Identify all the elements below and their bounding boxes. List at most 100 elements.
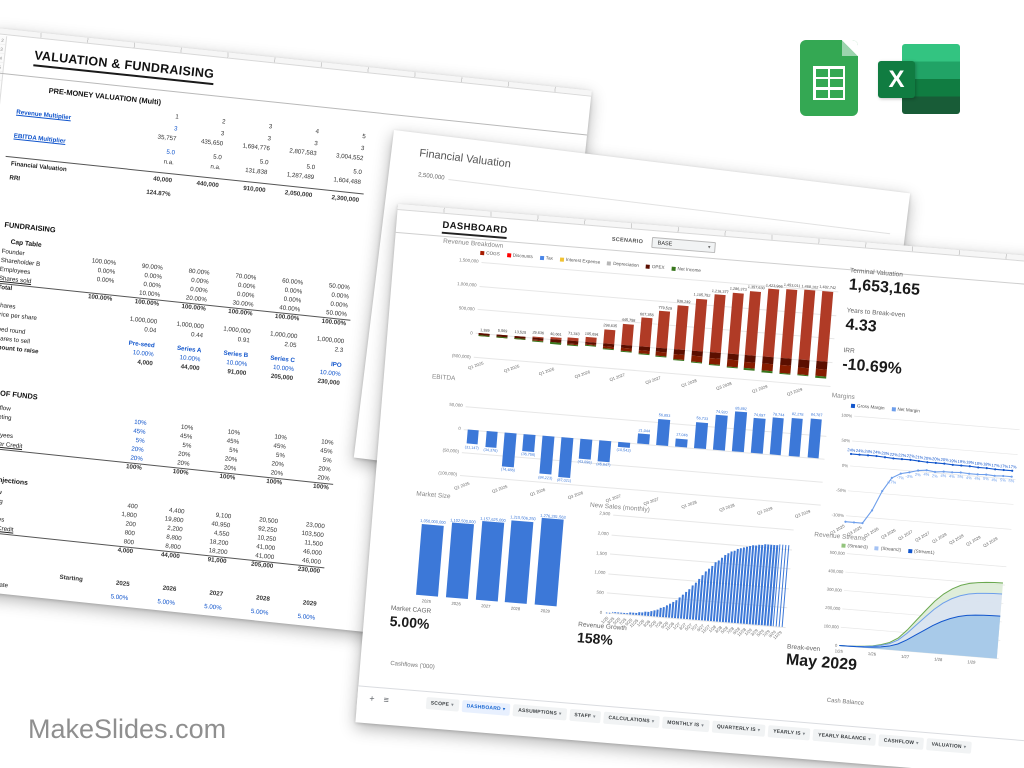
chevron-down-icon: ▾ (701, 722, 705, 728)
x-axis-label: Q1 2027 (604, 493, 622, 504)
y-tick-label: 2,000 (597, 530, 609, 537)
bar (779, 372, 791, 375)
add-sheet-icon[interactable]: + (368, 693, 376, 704)
bar-value-label: 21,044 (638, 427, 651, 433)
legend-item: Discounts (506, 252, 533, 259)
x-axis-label: Q1 2025 (453, 480, 471, 491)
bar (505, 519, 534, 604)
bar (549, 342, 561, 345)
chevron-down-icon: ▾ (592, 713, 596, 719)
kpi-break-even: Break-even May 2029 (785, 643, 858, 675)
legend-label: Gross Margin (856, 403, 885, 411)
bar (475, 521, 504, 602)
data-point (1002, 468, 1005, 472)
y-tick-label: 0 (458, 425, 462, 432)
row-label: Financial Valuation (10, 160, 67, 174)
tab-scope[interactable]: SCOPE ▾ (425, 696, 460, 712)
data-point (976, 473, 979, 476)
x-axis-label: 1/28 (934, 656, 943, 662)
y-tick-label: (500,000) (451, 352, 471, 359)
streams-svg: 500,000 400,000 300,000 200,000 100,000 01/25… (824, 550, 1007, 665)
x-axis-label: 2026 (451, 600, 461, 607)
legend-swatch (506, 252, 511, 257)
bar (675, 438, 688, 448)
gridline (850, 465, 1016, 480)
tab-label: STAFF (574, 712, 592, 720)
cell-value: 910,000 (242, 184, 266, 195)
data-point (925, 469, 928, 472)
chevron-down-icon: ▾ (757, 727, 761, 733)
data-point (861, 522, 864, 525)
x-axis-label: 2025 (421, 598, 432, 605)
bar (608, 612, 611, 613)
cell-value: 5.00% (250, 607, 269, 617)
legend-item: COGS (480, 250, 500, 256)
bar (539, 435, 555, 475)
bar (762, 289, 780, 358)
data-point (934, 470, 937, 474)
section-heading: USE OF FUNDS (0, 387, 39, 402)
bar (798, 289, 816, 361)
tab-assumptions[interactable]: ASSUMPTIONS ▾ (512, 704, 567, 721)
data-point (994, 468, 997, 471)
tab-calculations[interactable]: CALCULATIONS ▾ (602, 711, 660, 729)
data-point (1010, 475, 1013, 478)
legend-item: (Stream1) (908, 548, 935, 555)
bar (693, 421, 708, 449)
x-axis-label: 2029 (540, 608, 551, 614)
bar (673, 358, 685, 361)
page-title: DASHBOARD (441, 219, 509, 240)
gridline (847, 490, 1014, 505)
bar-value-label: 936,249 (676, 299, 691, 305)
chevron-down-icon: ▾ (963, 744, 967, 750)
bar (522, 433, 536, 452)
scenario-dropdown[interactable]: BASE ▾ (651, 236, 716, 254)
chevron-down-icon: ▾ (651, 718, 655, 724)
gridline (845, 515, 1012, 530)
data-point (899, 472, 902, 475)
data-point (960, 464, 963, 467)
tab-label: CALCULATIONS (608, 714, 651, 725)
y-tick-label: 400,000 (828, 568, 844, 574)
point-label: 5% (983, 476, 990, 481)
tab-label: YEARLY IS (772, 728, 801, 737)
watermark: MakeSlides.com (28, 714, 227, 744)
chart-plot: 500,000 400,000 300,000 200,000 100,000 0 1/25… (804, 547, 1011, 676)
gridline (461, 451, 823, 483)
legend-swatch (850, 403, 856, 408)
point-label: 20% (932, 456, 941, 462)
x-axis-label: Q3 2028 (715, 380, 733, 391)
cell-value: 2025 (115, 579, 130, 589)
legend-swatch (480, 250, 485, 255)
cell-value: 3 (268, 123, 273, 131)
y-tick-label: 1,000,000 (456, 281, 477, 288)
tab-monthly-is[interactable]: MONTHLY IS ▾ (661, 716, 710, 733)
data-point (959, 471, 962, 474)
y-tick-label: 1,500 (595, 550, 608, 556)
bar (478, 334, 490, 337)
legend-label: Depreciation (613, 260, 640, 268)
tab-valuation[interactable]: VALUATION ▾ (926, 738, 972, 754)
all-sheets-icon[interactable]: ≡ (383, 694, 390, 705)
y-tick-label: (100,000) (438, 470, 458, 477)
legend-label: OPEX (651, 264, 665, 271)
cell-value: 440,000 (196, 179, 220, 190)
gridline (479, 285, 837, 316)
tab-dashboard[interactable]: DASHBOARD ▾ (461, 699, 511, 716)
legend-label: (Stream2) (880, 545, 902, 553)
tab-yearly-balance[interactable]: YEARLY BALANCE ▾ (812, 728, 877, 746)
legend-label: (Stream1) (913, 548, 935, 556)
section-heading: FUNDRAISING (4, 220, 57, 235)
bar (602, 347, 614, 351)
y-tick-label: 0% (842, 463, 849, 469)
bar (502, 432, 517, 468)
tab-quarterly-is[interactable]: QUARTERLY IS ▾ (711, 720, 766, 737)
x-axis-label: Q3 2025 (502, 363, 520, 374)
tab-cashflow[interactable]: CASHFLOW ▾ (878, 734, 925, 750)
bar (745, 290, 762, 357)
data-point (852, 521, 856, 524)
cashflows-chart-title: Cashflows ('000) (390, 660, 435, 671)
tab-yearly-is[interactable]: YEARLY IS ▾ (767, 725, 811, 741)
point-label: 24% (864, 449, 873, 455)
tab-staff[interactable]: STAFF ▾ (568, 708, 601, 724)
